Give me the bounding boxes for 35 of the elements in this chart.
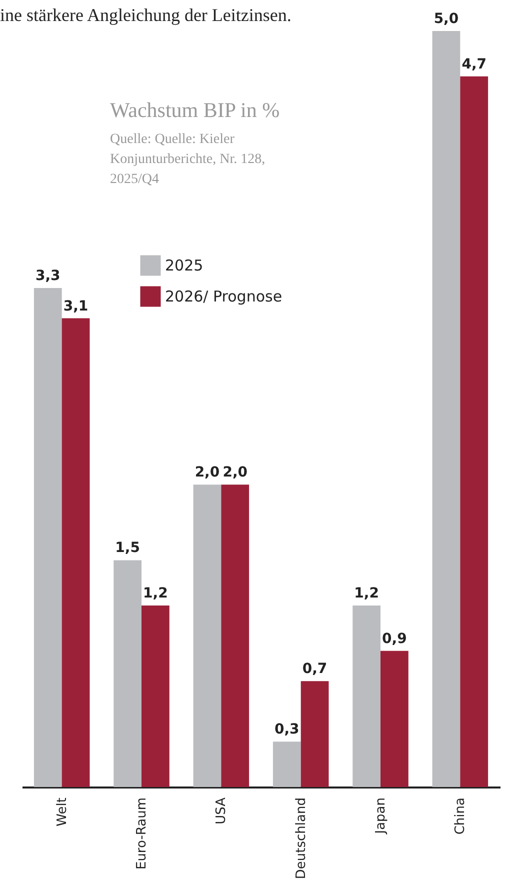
bar [114,560,142,787]
data-label: 2,0 [194,464,220,481]
data-label: 0,7 [302,661,328,678]
bar [380,650,408,787]
bar [352,606,380,787]
bar [193,484,222,787]
legend-label: 2025 [165,256,204,274]
data-label: 0,9 [382,630,407,647]
data-label: 5,0 [434,11,459,27]
x-tick-label: Japan [374,798,388,835]
x-tick-label: Euro-Raum [134,798,150,870]
bar [62,318,90,787]
text: Wachstum BIP in % [110,98,280,122]
bar [432,31,460,787]
data-label: 1,5 [115,540,140,556]
bar [460,76,488,787]
data-label: 1,2 [354,586,379,602]
data-label: 3,1 [63,298,88,314]
bar [221,484,250,787]
data-label: 4,7 [462,56,487,72]
annotation: Quelle: Quelle: Kieler Konjunturberichte, Nr. 128, 2025/Q4 [110,132,266,187]
data-label: 2,0 [222,464,248,481]
data-label: 0,3 [274,722,300,738]
bar [34,288,62,787]
x-tick-label: China [453,798,468,835]
bar [142,606,170,787]
bar [272,742,301,787]
data-label: 1,2 [143,586,168,602]
text: ine stärkere Angleichung der Leitzinsen. [0,5,292,25]
x-tick-label: Welt [54,798,70,826]
data-label: 3,3 [35,268,60,284]
legend-label: 2026/ Prognose [165,288,282,306]
x-tick-label: Deutschland [294,798,309,880]
x-tick-label: USA [214,797,230,824]
bar [300,681,329,787]
